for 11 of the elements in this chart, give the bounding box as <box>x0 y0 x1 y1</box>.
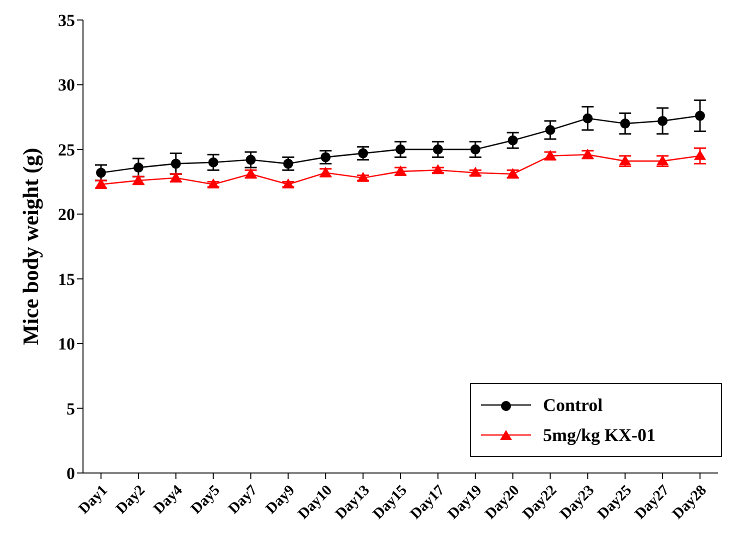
y-tick-label: 15 <box>58 270 75 289</box>
y-tick-label: 25 <box>58 140 75 160</box>
y-tick-label: 30 <box>58 76 75 95</box>
legend-label: 5mg/kg KX-01 <box>543 424 656 446</box>
y-axis-title: Mice body weight (g) <box>18 148 43 346</box>
y-tick-label: 10 <box>58 334 75 354</box>
legend-label: Control <box>543 394 603 416</box>
y-tick-label: 5 <box>66 399 75 418</box>
y-tick-label: 20 <box>58 205 75 224</box>
y-tick-label: 0 <box>66 464 75 484</box>
y-tick-label: 35 <box>58 11 75 30</box>
